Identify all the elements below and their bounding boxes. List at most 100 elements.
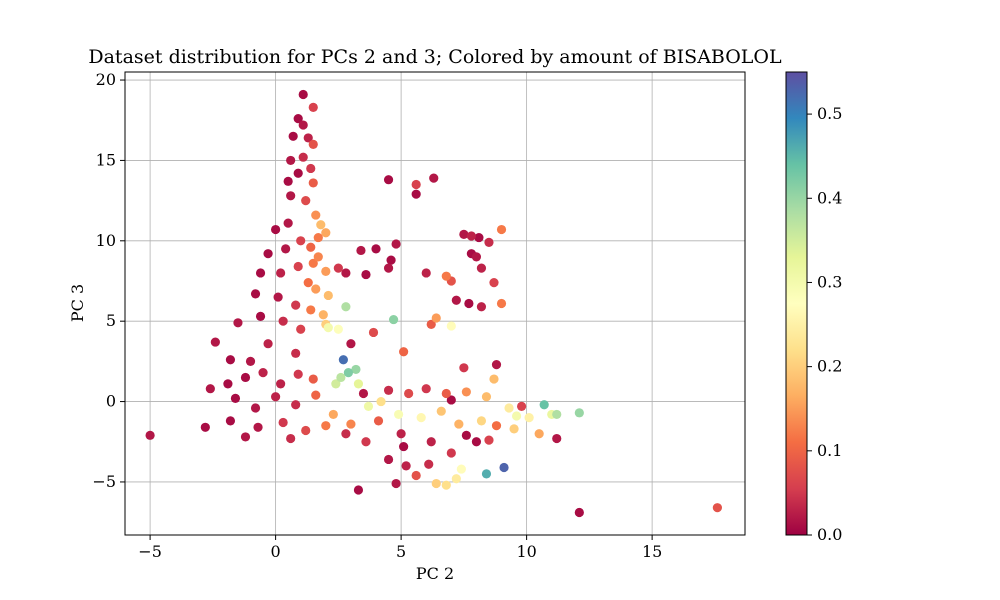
data-point xyxy=(200,422,210,432)
x-tick-label: 10 xyxy=(516,542,536,561)
data-point xyxy=(333,263,343,273)
data-point xyxy=(394,409,404,420)
data-point xyxy=(481,469,492,479)
data-point xyxy=(223,379,233,389)
colorbar: 0.0 0.1 0.2 0.3 0.4 0.5 xyxy=(785,71,842,544)
data-point xyxy=(391,478,401,489)
data-point xyxy=(401,461,411,471)
data-point xyxy=(411,189,421,199)
data-point xyxy=(306,242,316,252)
data-point xyxy=(441,388,451,399)
y-tick-label: 10 xyxy=(96,231,116,250)
data-point xyxy=(476,302,487,312)
data-point xyxy=(446,395,456,405)
data-point xyxy=(429,173,439,183)
data-point xyxy=(210,337,220,347)
data-point xyxy=(145,430,155,440)
y-axis-label: PC 3 xyxy=(68,284,87,322)
x-axis-label: PC 2 xyxy=(416,564,454,583)
data-point xyxy=(396,429,406,439)
y-tick-label: 5 xyxy=(106,311,116,330)
x-tick-label: 15 xyxy=(642,542,662,561)
data-point xyxy=(411,470,421,481)
x-tick-label: 0 xyxy=(271,542,281,561)
colorbar-tick-label: 0.5 xyxy=(817,104,842,123)
data-point xyxy=(539,400,549,410)
data-point xyxy=(303,278,313,288)
data-point xyxy=(426,319,436,329)
data-point xyxy=(496,224,507,235)
data-point xyxy=(338,355,348,365)
data-point xyxy=(388,314,399,325)
data-point xyxy=(361,437,371,447)
data-point xyxy=(245,356,256,366)
colorbar-tick-label: 0.4 xyxy=(817,188,842,207)
data-point xyxy=(461,387,471,397)
data-point xyxy=(416,413,426,423)
chart-title: Dataset distribution for PCs 2 and 3; Co… xyxy=(88,46,782,68)
data-point xyxy=(255,311,266,321)
data-point xyxy=(341,302,351,312)
data-point xyxy=(328,409,338,420)
data-point xyxy=(323,323,333,333)
data-point xyxy=(489,278,499,288)
data-point xyxy=(574,408,584,418)
data-point xyxy=(399,347,409,357)
data-point xyxy=(383,175,394,185)
data-point xyxy=(250,403,261,413)
data-point xyxy=(436,406,446,416)
data-point xyxy=(240,432,251,442)
data-point xyxy=(288,131,298,141)
data-point xyxy=(484,237,494,248)
data-point xyxy=(271,392,281,402)
y-axis: −5 0 5 10 15 20 xyxy=(92,70,125,491)
data-point xyxy=(481,392,492,402)
data-point xyxy=(712,503,722,513)
data-point xyxy=(353,379,364,389)
data-point xyxy=(476,263,487,273)
data-point xyxy=(253,422,263,432)
data-point xyxy=(504,403,514,413)
colorbar-gradient xyxy=(785,71,808,536)
data-point xyxy=(461,430,471,440)
data-point xyxy=(273,292,283,302)
data-point xyxy=(399,441,409,452)
data-point xyxy=(308,374,318,384)
x-tick-label: −5 xyxy=(138,542,162,561)
data-point xyxy=(353,485,364,495)
data-point xyxy=(451,474,461,484)
data-point xyxy=(286,155,296,166)
data-point xyxy=(205,384,215,394)
data-point xyxy=(293,261,303,272)
data-point xyxy=(534,429,544,439)
data-point xyxy=(311,390,321,400)
data-point xyxy=(306,163,316,174)
data-point xyxy=(371,244,381,254)
data-point xyxy=(278,316,288,326)
data-point xyxy=(276,268,286,278)
data-point xyxy=(474,232,484,243)
data-point xyxy=(296,236,306,246)
data-point xyxy=(286,191,296,201)
data-point xyxy=(524,413,534,423)
grid xyxy=(125,72,745,535)
data-point xyxy=(426,437,436,447)
data-point xyxy=(441,271,451,281)
data-point xyxy=(255,268,266,278)
data-point xyxy=(454,419,464,429)
data-point xyxy=(225,355,236,365)
data-point xyxy=(466,231,476,241)
data-point xyxy=(431,313,441,323)
data-point xyxy=(271,224,281,235)
data-point xyxy=(491,421,502,431)
data-point xyxy=(240,372,251,383)
colorbar-ticks: 0.0 0.1 0.2 0.3 0.4 0.5 xyxy=(807,104,842,544)
data-point xyxy=(308,178,318,188)
data-point xyxy=(298,152,308,162)
data-point xyxy=(346,419,356,429)
data-point xyxy=(509,424,519,434)
x-tick-label: 5 xyxy=(396,542,406,561)
colorbar-tick-label: 0.3 xyxy=(817,272,842,291)
data-point xyxy=(230,393,241,403)
